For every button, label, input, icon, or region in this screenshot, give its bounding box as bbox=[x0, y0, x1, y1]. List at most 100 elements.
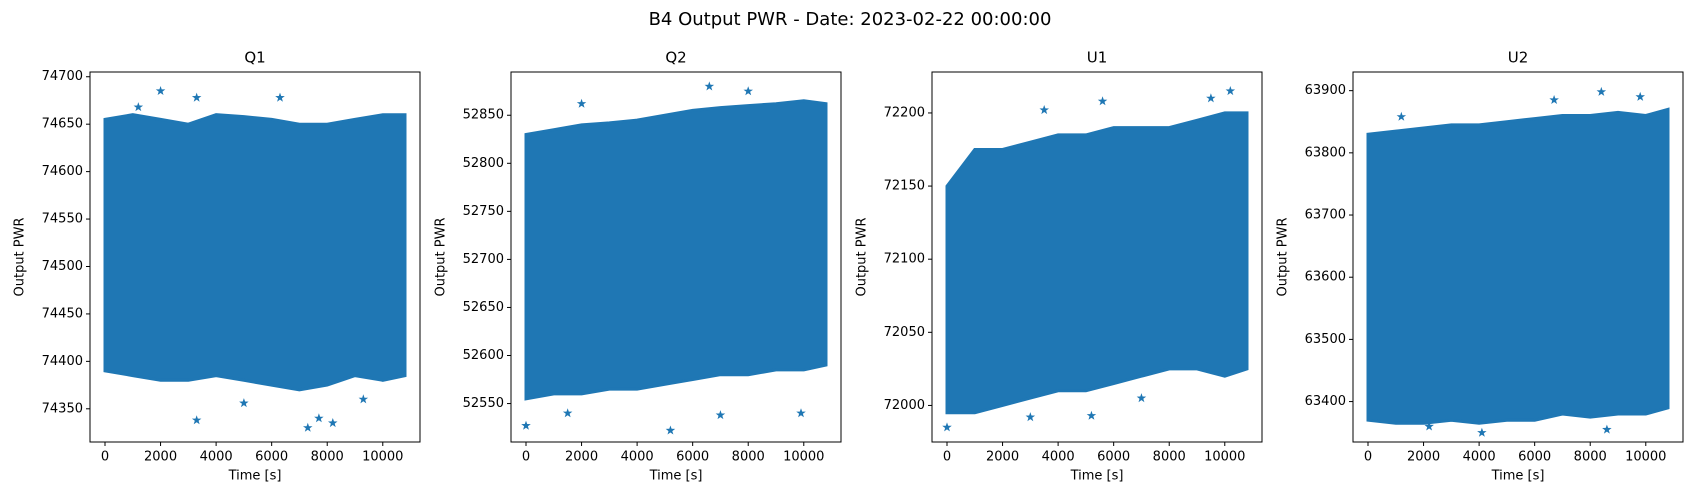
star-point bbox=[275, 92, 285, 102]
y-tick-label: 52800 bbox=[463, 156, 504, 171]
x-tick-label: 8000 bbox=[311, 450, 344, 465]
x-tick-label: 8000 bbox=[1153, 450, 1186, 465]
x-tick-label: 10000 bbox=[1625, 450, 1666, 465]
y-tick-label: 63900 bbox=[1305, 83, 1346, 98]
x-tick-label: 0 bbox=[522, 450, 530, 465]
star-point bbox=[704, 81, 715, 91]
x-tick-label: 8000 bbox=[732, 450, 765, 465]
x-tick-label: 8000 bbox=[1574, 450, 1607, 465]
x-tick-label: 2000 bbox=[144, 450, 177, 465]
x-tick-label: 2000 bbox=[565, 450, 598, 465]
y-axis-label: Output PWR bbox=[1276, 217, 1291, 296]
star-point bbox=[1225, 86, 1236, 96]
x-tick-label: 10000 bbox=[362, 450, 403, 465]
x-tick-label: 0 bbox=[943, 450, 951, 465]
x-tick-label: 0 bbox=[1364, 450, 1372, 465]
axes-frame bbox=[510, 71, 842, 443]
x-tick-label: 10000 bbox=[1204, 450, 1245, 465]
axes-title: U2 bbox=[1508, 49, 1529, 67]
y-tick-label: 63800 bbox=[1305, 145, 1346, 160]
y-tick-label: 74450 bbox=[42, 306, 83, 321]
axes-title: Q2 bbox=[665, 49, 686, 67]
x-tick-label: 2000 bbox=[986, 450, 1019, 465]
dense-scatter-band bbox=[1366, 107, 1670, 425]
star-point bbox=[1549, 95, 1559, 104]
x-tick-label: 4000 bbox=[621, 450, 654, 465]
y-tick-label: 63500 bbox=[1305, 332, 1346, 347]
star-point bbox=[1206, 93, 1216, 103]
x-tick-label: 0 bbox=[101, 450, 109, 465]
y-tick-label: 74500 bbox=[42, 259, 83, 274]
x-tick-label: 2000 bbox=[1407, 450, 1440, 465]
axes-frame bbox=[89, 71, 421, 443]
x-axis-label: Time [s] bbox=[228, 469, 282, 484]
y-tick-label: 52700 bbox=[463, 252, 504, 267]
x-tick-label: 10000 bbox=[783, 450, 824, 465]
x-tick-label: 6000 bbox=[255, 450, 288, 465]
y-tick-label: 74350 bbox=[42, 401, 83, 416]
dense-scatter-band bbox=[945, 111, 1249, 415]
star-point bbox=[303, 422, 313, 432]
star-point bbox=[743, 86, 753, 96]
star-point bbox=[133, 102, 144, 112]
y-tick-label: 52750 bbox=[463, 204, 504, 219]
y-tick-label: 72200 bbox=[884, 105, 925, 120]
axes-title: Q1 bbox=[244, 49, 265, 67]
star-point bbox=[328, 418, 338, 428]
y-axis-label: Output PWR bbox=[13, 217, 28, 296]
y-tick-label: 74650 bbox=[42, 117, 83, 132]
star-point bbox=[576, 98, 587, 108]
y-tick-label: 74400 bbox=[42, 354, 83, 369]
star-point bbox=[562, 408, 573, 418]
star-point bbox=[1635, 91, 1645, 101]
star-point bbox=[796, 408, 806, 418]
y-tick-label: 72100 bbox=[884, 252, 925, 267]
y-tick-label: 74600 bbox=[42, 164, 83, 179]
y-tick-label: 74550 bbox=[42, 212, 83, 227]
star-point bbox=[155, 86, 166, 95]
star-point bbox=[521, 420, 531, 430]
y-axis-label: Output PWR bbox=[434, 217, 449, 296]
x-axis-label: Time [s] bbox=[649, 469, 703, 484]
star-point bbox=[1596, 86, 1607, 96]
y-tick-label: 74700 bbox=[42, 69, 83, 84]
x-axis-label: Time [s] bbox=[1070, 469, 1124, 484]
dense-scatter-band bbox=[103, 113, 407, 392]
star-point bbox=[1086, 410, 1097, 420]
y-tick-label: 72150 bbox=[884, 179, 925, 194]
x-tick-label: 4000 bbox=[1463, 450, 1496, 465]
star-point bbox=[1396, 111, 1407, 121]
star-point bbox=[239, 398, 249, 408]
star-point bbox=[1136, 393, 1147, 403]
y-tick-label: 52650 bbox=[463, 300, 504, 315]
axes-title: U1 bbox=[1087, 49, 1108, 67]
star-point bbox=[1025, 412, 1036, 422]
star-point bbox=[1602, 424, 1612, 434]
x-tick-label: 6000 bbox=[1518, 450, 1551, 465]
star-point bbox=[1477, 427, 1487, 437]
star-point bbox=[942, 422, 952, 432]
y-tick-label: 72000 bbox=[884, 398, 925, 413]
x-tick-label: 4000 bbox=[1042, 450, 1075, 465]
x-tick-label: 6000 bbox=[676, 450, 709, 465]
star-point bbox=[715, 410, 726, 420]
y-axis-label: Output PWR bbox=[855, 217, 870, 296]
star-point bbox=[314, 413, 324, 423]
y-tick-label: 52600 bbox=[463, 348, 504, 363]
y-tick-label: 63600 bbox=[1305, 270, 1346, 285]
x-axis-label: Time [s] bbox=[1491, 469, 1545, 484]
axes-frame bbox=[1352, 71, 1684, 443]
dense-scatter-band bbox=[524, 99, 828, 401]
y-tick-label: 63400 bbox=[1305, 394, 1346, 409]
star-point bbox=[665, 425, 676, 435]
axes-frame bbox=[931, 71, 1263, 443]
figure-title: B4 Output PWR - Date: 2023-02-22 00:00:0… bbox=[649, 9, 1052, 30]
star-point bbox=[1424, 421, 1434, 431]
star-point bbox=[191, 92, 202, 102]
star-point bbox=[1039, 105, 1049, 115]
star-point bbox=[358, 394, 369, 404]
y-tick-label: 72050 bbox=[884, 325, 925, 340]
star-point bbox=[191, 415, 202, 425]
y-tick-label: 63700 bbox=[1305, 208, 1346, 223]
